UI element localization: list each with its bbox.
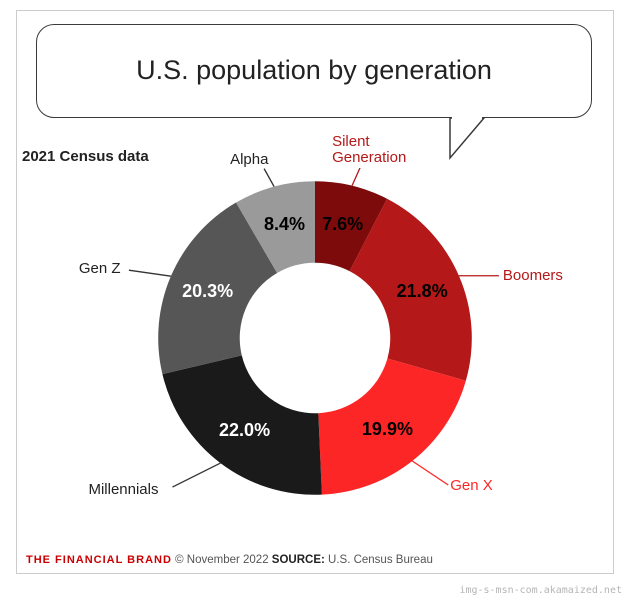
slice-external-label: Millennials xyxy=(88,481,158,498)
source-value: U.S. Census Bureau xyxy=(325,554,433,566)
brand-name: THE FINANCIAL BRAND xyxy=(26,554,172,566)
copyright-text: © November 2022 xyxy=(172,554,272,566)
slice-external-label: Boomers xyxy=(503,267,563,284)
watermark-text: img-s-msn-com.akamaized.net xyxy=(459,585,622,596)
leader-line xyxy=(412,461,448,485)
slice-external-label: SilentGeneration xyxy=(332,134,406,166)
slice-external-label: Gen X xyxy=(450,477,493,494)
speech-bubble-tail-icon xyxy=(448,116,488,164)
donut-chart: 7.6%21.8%19.9%22.0%20.3%8.4%SilentGenera… xyxy=(0,168,630,548)
speech-bubble-title: U.S. population by generation xyxy=(36,24,592,118)
leader-line xyxy=(352,168,360,186)
chart-subtitle: 2021 Census data xyxy=(22,148,149,165)
chart-title: U.S. population by generation xyxy=(136,55,492,85)
leader-line xyxy=(129,270,171,276)
slice-external-label: Alpha xyxy=(230,151,268,168)
slice-external-label: Gen Z xyxy=(79,260,121,277)
source-label: SOURCE: xyxy=(272,554,325,566)
leader-line xyxy=(264,169,274,187)
leader-line xyxy=(172,463,220,487)
footer-attribution: THE FINANCIAL BRAND © November 2022 SOUR… xyxy=(26,554,433,566)
